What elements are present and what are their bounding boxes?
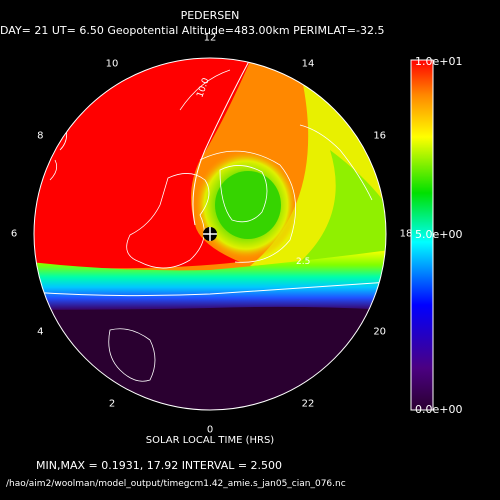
x-axis-label: SOLAR LOCAL TIME (HRS) <box>145 435 275 446</box>
contour-line <box>192 58 256 226</box>
hour-label-8: 8 <box>37 130 44 142</box>
map-boundary <box>33 57 387 411</box>
plot-subtitle: DAY= 21 UT= 6.50 Geopotential Altitude=4… <box>0 24 385 37</box>
hour-label-22: 22 <box>301 398 315 410</box>
hour-label-6: 6 <box>10 228 18 240</box>
hour-label-10: 10 <box>105 58 119 70</box>
hour-label-0: 0 <box>206 424 214 436</box>
colorbar-mid-label: 5.0e+00 <box>415 228 463 241</box>
coastline <box>108 328 156 382</box>
coastline <box>299 124 373 201</box>
contour-line <box>199 150 296 263</box>
map-disc <box>34 58 386 410</box>
hour-label-20: 20 <box>373 326 387 338</box>
hour-label-18: 18 <box>399 228 413 240</box>
pole-marker <box>203 227 217 241</box>
colorbar <box>410 59 434 411</box>
coastline <box>219 165 268 223</box>
file-path: /hao/aim2/woolman/model_output/timegcm1.… <box>6 479 346 489</box>
contour-label-2: 2.5 <box>296 257 310 267</box>
hour-label-2: 2 <box>108 398 116 410</box>
hour-label-16: 16 <box>373 130 387 142</box>
plot-title: PEDERSEN <box>180 9 240 22</box>
hour-label-4: 4 <box>37 326 44 338</box>
contour-line <box>34 281 386 297</box>
coastline <box>126 173 210 269</box>
green-region <box>300 150 386 262</box>
min-max-stats: MIN,MAX = 0.1931, 17.92 INTERVAL = 2.500 <box>36 459 283 472</box>
hour-label-14: 14 <box>301 58 315 70</box>
colorbar-max-label: 1.0e+01 <box>415 55 463 68</box>
colorbar-min-label: 0.0e+00 <box>415 403 463 416</box>
hour-label-12: 12 <box>203 32 217 44</box>
